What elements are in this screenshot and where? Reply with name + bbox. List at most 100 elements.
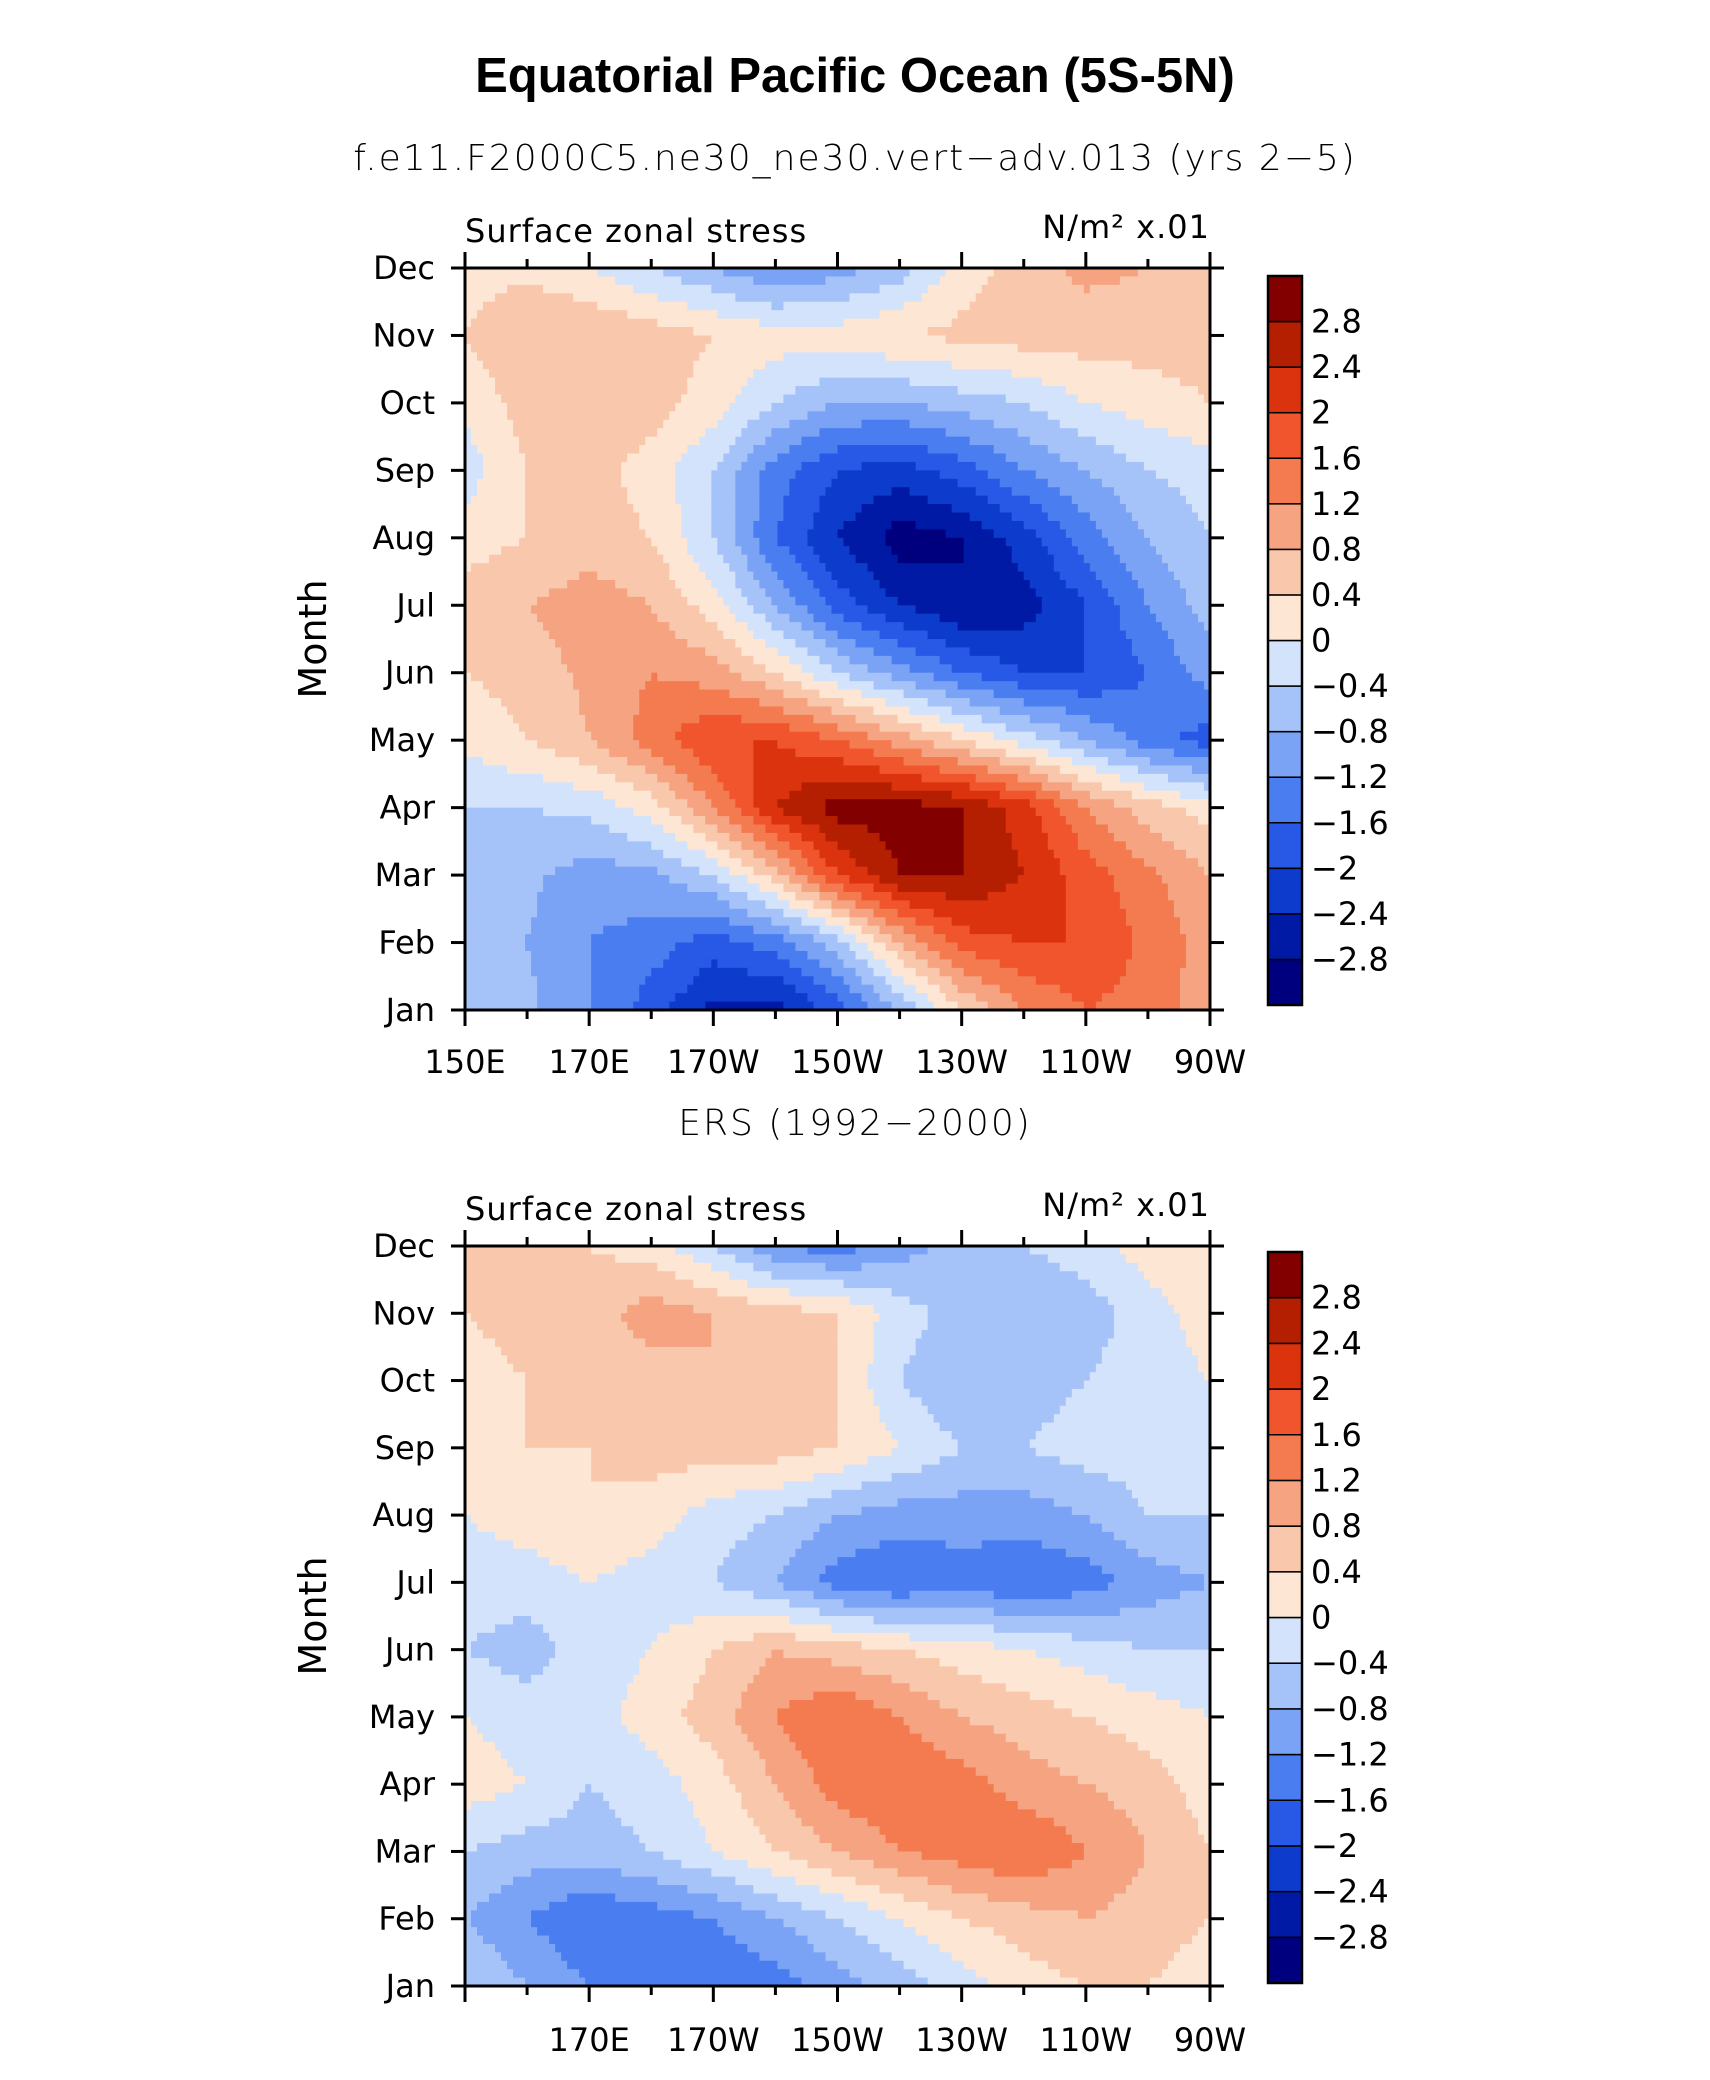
contour-cell xyxy=(819,377,911,387)
contour-cell xyxy=(861,993,881,1003)
contour-cell xyxy=(855,950,875,961)
contour-cell xyxy=(615,799,658,809)
contour-cell xyxy=(837,1346,875,1356)
contour-cell xyxy=(573,672,652,682)
contour-cell xyxy=(1023,698,1210,708)
contour-cell xyxy=(567,1893,616,1903)
contour-cell xyxy=(759,1826,815,1836)
contour-cell xyxy=(627,310,718,320)
contour-cell xyxy=(465,1321,478,1331)
contour-cell xyxy=(1131,942,1187,952)
contour-cell xyxy=(1203,1834,1210,1844)
contour-cell xyxy=(573,293,658,303)
colorbar-label: −2.8 xyxy=(1311,940,1389,978)
contour-cell xyxy=(681,1515,766,1525)
contour-cell xyxy=(795,866,815,876)
contour-cell xyxy=(525,1397,839,1407)
contour-cell xyxy=(753,1262,827,1272)
contour-cell xyxy=(465,908,538,918)
contour-cell xyxy=(1143,858,1199,868)
contour-cell xyxy=(765,1834,821,1844)
contour-cell xyxy=(1041,504,1079,514)
contour-cell xyxy=(981,1540,1043,1550)
x-tick-label: 110W xyxy=(1039,1043,1132,1081)
contour-cell xyxy=(555,866,658,876)
contour-cell xyxy=(1113,984,1181,994)
contour-cell xyxy=(579,757,628,767)
contour-cell xyxy=(675,461,718,471)
contour-cell xyxy=(645,681,700,691)
contour-cell xyxy=(783,672,815,682)
contour-cell xyxy=(945,639,1085,649)
contour-cell xyxy=(795,984,827,994)
contour-cell xyxy=(543,1666,640,1676)
contour-cell xyxy=(939,967,965,977)
contour-cell xyxy=(1047,1254,1127,1264)
contour-cell xyxy=(465,622,544,632)
contour-cell xyxy=(879,310,959,320)
contour-cell xyxy=(1113,1531,1210,1541)
contour-cell xyxy=(717,461,742,471)
contour-cell xyxy=(465,487,478,497)
contour-cell xyxy=(465,723,520,733)
contour-cell xyxy=(711,765,754,775)
contour-cell xyxy=(723,1582,785,1592)
left-string-label: Surface zonal stress xyxy=(465,212,807,250)
contour-cell xyxy=(1185,1330,1210,1340)
contour-cell xyxy=(705,816,730,826)
contour-cell xyxy=(765,613,791,623)
colorbar-label: 0.8 xyxy=(1311,1507,1362,1545)
contour-cell xyxy=(1179,925,1210,935)
contour-cell xyxy=(843,1599,1157,1609)
contour-cell xyxy=(1083,1666,1210,1676)
contour-cell xyxy=(1191,672,1210,682)
contour-cell xyxy=(765,588,791,598)
contour-cell xyxy=(741,1792,785,1802)
contour-cell xyxy=(1017,1001,1085,1010)
contour-cell xyxy=(549,1817,622,1827)
contour-cell xyxy=(861,504,953,514)
contour-cell xyxy=(1113,596,1145,606)
contour-cell xyxy=(705,1826,760,1836)
colorbar-label: −2.8 xyxy=(1311,1918,1389,1956)
contour-cell xyxy=(1047,773,1079,783)
contour-cell xyxy=(771,428,821,438)
contour-cell xyxy=(867,605,917,615)
contour-cell xyxy=(783,883,803,893)
contour-cell xyxy=(933,1001,959,1010)
contour-cell xyxy=(465,445,478,455)
contour-cell xyxy=(495,1792,580,1802)
contour-cell xyxy=(717,655,754,665)
contour-cell xyxy=(885,1834,1073,1844)
contour-cell xyxy=(735,470,760,480)
contour-cell xyxy=(1119,773,1169,783)
contour-cell xyxy=(1083,596,1115,606)
colorbar-label: −0.4 xyxy=(1311,1644,1389,1682)
contour-cell xyxy=(873,495,929,505)
contour-cell xyxy=(627,1725,694,1735)
contour-cell xyxy=(1161,622,1205,632)
contour-cell xyxy=(705,1001,785,1010)
contour-cell xyxy=(921,1330,1115,1340)
contour-cell xyxy=(687,639,736,649)
contour-cell xyxy=(1107,588,1145,598)
contour-cell xyxy=(1077,461,1145,471)
contour-cell xyxy=(825,1952,893,1962)
contour-cell xyxy=(465,453,484,463)
contour-cell xyxy=(627,1683,694,1693)
contour-cell xyxy=(657,866,700,876)
contour-cell xyxy=(891,849,965,859)
contour-cell xyxy=(525,1826,634,1836)
contour-cell xyxy=(783,1792,827,1802)
contour-cell xyxy=(711,1330,839,1340)
contour-cell xyxy=(741,461,766,471)
contour-cell xyxy=(465,1834,502,1844)
contour-cell xyxy=(843,613,887,623)
contour-cell xyxy=(525,529,646,539)
contour-cell xyxy=(1179,1565,1210,1575)
contour-cell xyxy=(531,1910,694,1920)
contour-cell xyxy=(1107,1792,1187,1802)
contour-cell xyxy=(945,1750,1031,1760)
contour-cell xyxy=(867,917,887,927)
contour-cell xyxy=(1089,470,1157,480)
